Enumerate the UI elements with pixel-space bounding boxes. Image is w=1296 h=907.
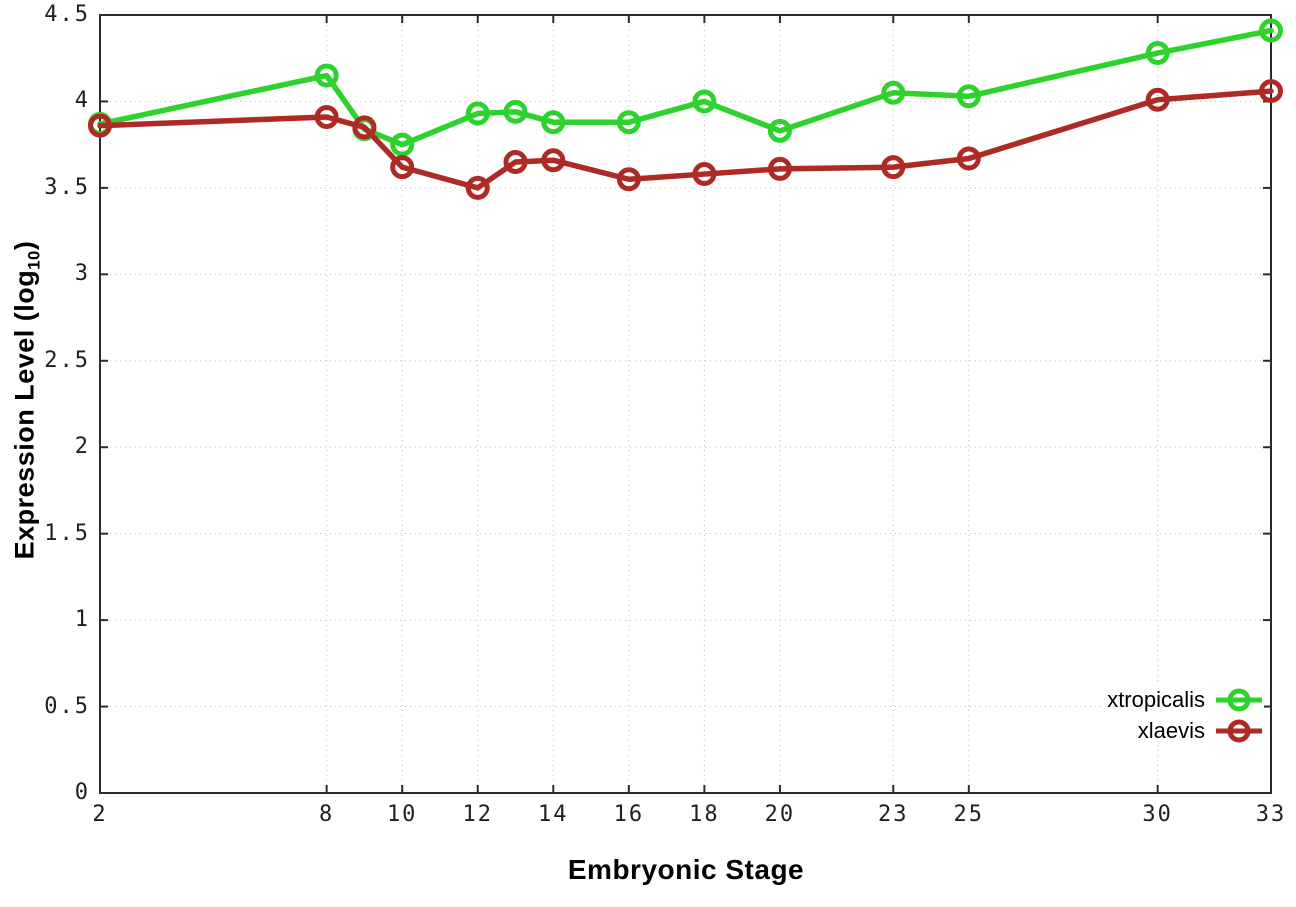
- y-axis-tick-label: 0: [74, 780, 90, 805]
- data-point-marker-xtropicalis: [881, 80, 906, 105]
- data-point-marker-xlaevis: [692, 162, 717, 187]
- legend-marker-sample: [1216, 686, 1262, 713]
- x-axis-tick-label: 14: [538, 802, 569, 827]
- data-point-marker-xlaevis: [1145, 87, 1170, 112]
- data-point-marker-xtropicalis: [503, 99, 528, 124]
- data-point-marker-xtropicalis: [1145, 41, 1170, 66]
- data-point-marker-xtropicalis: [956, 84, 981, 109]
- legend-item-xtropicalis: xtropicalis: [1107, 686, 1262, 713]
- data-point-marker-xlaevis: [956, 146, 981, 171]
- x-axis-tick-label: 25: [953, 802, 985, 827]
- y-axis-title-subscript: 10: [24, 250, 44, 270]
- legend-circle-marker-icon: [1227, 719, 1251, 742]
- y-axis-tick-label: 3: [74, 261, 90, 287]
- x-axis-tick-label: 18: [689, 802, 720, 827]
- x-axis-tick-label: 20: [764, 802, 796, 827]
- y-axis-title: Expression Level (log10): [10, 241, 45, 560]
- x-axis-tick-label: 30: [1142, 802, 1173, 827]
- legend-label: xtropicalis: [1107, 686, 1205, 712]
- legend-marker-sample: [1216, 717, 1262, 744]
- data-point-marker-xlaevis: [767, 156, 792, 181]
- y-axis-title-text: Expression Level (log: [9, 269, 40, 560]
- legend-circle-marker-icon: [1227, 688, 1251, 711]
- data-point-marker-xtropicalis: [692, 89, 717, 114]
- x-axis-title: Embryonic Stage: [567, 854, 805, 885]
- legend: xtropicalis xlaevis: [1105, 685, 1264, 745]
- x-axis-tick-label: 10: [386, 802, 418, 827]
- x-axis-tick-label: 2: [92, 802, 108, 827]
- data-point-marker-xlaevis: [616, 167, 641, 192]
- series-line-xtropicalis: [97, 27, 1274, 148]
- data-point-marker-xlaevis: [88, 113, 112, 138]
- y-axis-tick-label: 2: [74, 434, 90, 460]
- data-point-marker-xtropicalis: [465, 101, 490, 126]
- data-point-marker-xlaevis: [352, 115, 377, 140]
- y-axis-tick-label: 4.5: [44, 2, 90, 27]
- y-axis-tick-label: 2.5: [44, 347, 90, 373]
- y-axis-title-suffix: ): [9, 240, 40, 251]
- data-point-marker-xlaevis: [503, 149, 528, 174]
- y-axis-tick-label: 3.5: [44, 174, 90, 200]
- data-point-marker-xtropicalis: [1259, 18, 1283, 43]
- data-point-marker-xtropicalis: [314, 63, 339, 88]
- x-axis-tick-label: 16: [613, 802, 645, 827]
- x-axis-tick-label: 33: [1255, 802, 1287, 827]
- x-axis-tick-label: 12: [462, 802, 493, 827]
- legend-item-xlaevis: xlaevis: [1138, 717, 1262, 744]
- y-axis-tick-label: 4: [74, 88, 90, 114]
- data-point-marker-xlaevis: [1259, 79, 1283, 104]
- legend-label: xlaevis: [1137, 717, 1205, 743]
- y-axis-tick-label: 1.5: [44, 520, 90, 546]
- data-point-marker-xtropicalis: [541, 110, 566, 135]
- data-point-marker-xtropicalis: [616, 110, 641, 135]
- data-point-marker-xlaevis: [390, 155, 415, 180]
- y-axis-tick-label: 1: [74, 607, 90, 633]
- data-point-marker-xtropicalis: [767, 118, 792, 143]
- data-point-marker-xlaevis: [881, 155, 906, 180]
- x-axis-tick-label: 8: [319, 802, 335, 827]
- data-point-marker-xlaevis: [541, 148, 566, 173]
- data-point-marker-xtropicalis: [390, 132, 415, 157]
- data-point-marker-xlaevis: [465, 175, 490, 200]
- data-point-marker-xlaevis: [314, 105, 339, 130]
- plot-border: [99, 14, 1272, 794]
- x-axis-tick-label: 23: [878, 802, 909, 827]
- y-axis-tick-label: 0.5: [44, 693, 90, 719]
